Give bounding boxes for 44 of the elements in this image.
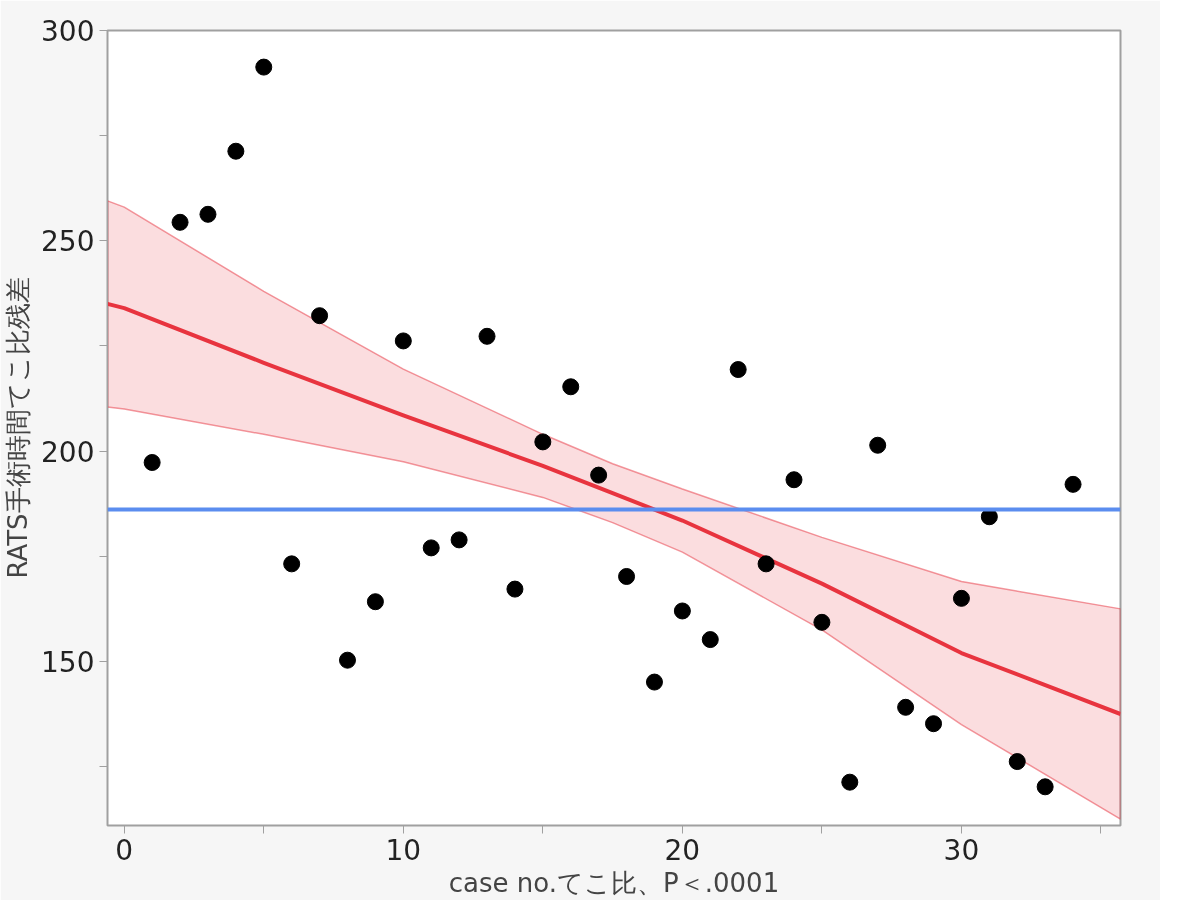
point (645, 673, 663, 691)
point (673, 602, 691, 620)
point (450, 531, 468, 549)
point (171, 213, 189, 231)
point (283, 555, 301, 573)
point (590, 466, 608, 484)
point (952, 589, 970, 607)
y-tick-label: 250 (41, 225, 95, 259)
point (841, 773, 859, 791)
point (925, 715, 943, 733)
point (785, 471, 803, 489)
y-tick-label: 200 (41, 435, 95, 469)
point (255, 58, 273, 76)
y-tick-label: 150 (41, 645, 95, 679)
x-tick-label: 0 (115, 833, 134, 867)
point (869, 436, 887, 454)
point (394, 332, 412, 350)
point (338, 651, 356, 669)
point (422, 539, 440, 557)
x-tick-label: 10 (385, 833, 422, 867)
point (478, 327, 496, 345)
y-tick-label: 300 (41, 15, 95, 48)
point (618, 568, 636, 585)
point (366, 593, 384, 611)
point (897, 698, 915, 716)
point (534, 433, 552, 451)
point (729, 361, 747, 379)
point (813, 613, 831, 631)
point (1008, 753, 1026, 771)
line-series (107, 301, 1121, 717)
x-axis-title: case no.てこ比、P＜.0001 (448, 867, 780, 898)
y-axis-title: RATS手術時間てこ比残差 (3, 277, 34, 579)
x-tick-label: 20 (664, 833, 701, 867)
point (1064, 475, 1082, 493)
point (701, 631, 719, 649)
point (757, 555, 775, 573)
point (562, 378, 580, 396)
point (199, 205, 217, 223)
point (311, 307, 329, 325)
point (227, 142, 245, 160)
point (143, 454, 161, 471)
x-tick-label: 30 (943, 833, 980, 867)
point (506, 580, 524, 598)
point (1036, 778, 1054, 796)
